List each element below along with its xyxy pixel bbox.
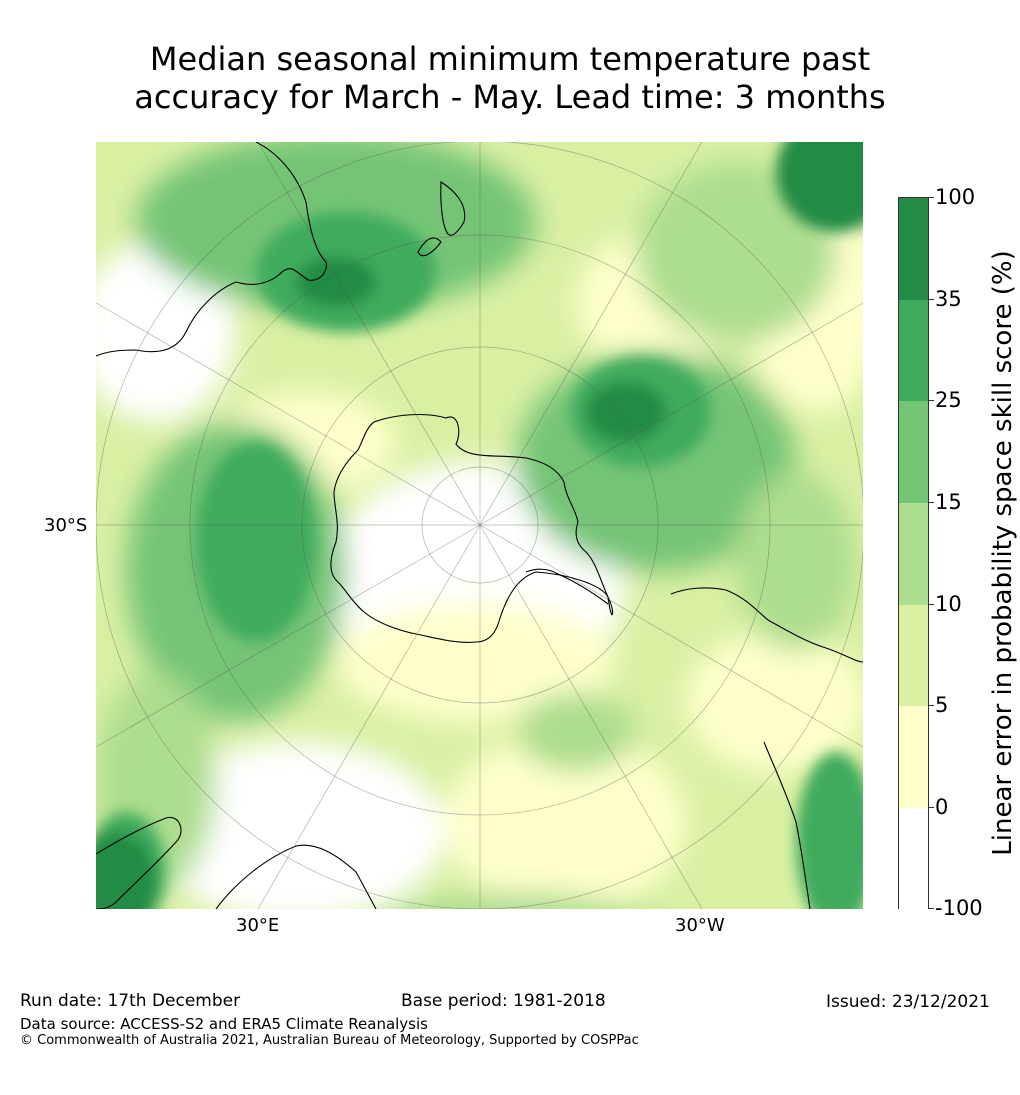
map-svg: [96, 142, 863, 909]
colorbar-tick: [929, 197, 934, 198]
latitude-circle: [189, 234, 771, 816]
meridian: [257, 524, 481, 909]
title-line-1: Median seasonal minimum temperature past: [149, 40, 871, 78]
colorbar-band: [899, 300, 928, 401]
colorbar-tick: [929, 604, 934, 605]
latitude-label-30s: 30°S: [44, 515, 88, 536]
south-america-west-coast: [763, 741, 811, 909]
colorbar-band: [899, 605, 928, 706]
meridian: [96, 302, 481, 526]
graticule: [96, 142, 863, 909]
new-zealand-coast: [417, 181, 466, 257]
patch-moderate: [516, 692, 636, 772]
australia-coast: [96, 142, 327, 357]
patch-highest: [296, 257, 376, 307]
coastlines: [96, 142, 863, 909]
patch-highest: [586, 382, 666, 442]
colorbar-band: [899, 808, 928, 910]
patch-highest: [776, 142, 863, 232]
colorbar-tick-label: 100: [935, 185, 976, 209]
skill-patches-high: [96, 142, 863, 909]
colorbar-tick: [929, 908, 934, 909]
colorbar-band: [899, 198, 928, 300]
meridian: [479, 524, 863, 748]
colorbar-tick-label: 5: [935, 693, 949, 717]
africa-coast: [96, 816, 182, 909]
colorbar-tick-label: 25: [935, 388, 962, 412]
colorbar-tick-label: 10: [935, 592, 962, 616]
colorbar-tick-label: -100: [935, 896, 983, 920]
patch-moderate: [636, 162, 836, 342]
meridian: [479, 524, 703, 909]
colorbar-tick: [929, 502, 934, 503]
patch-low: [146, 742, 446, 909]
patch-low: [686, 632, 863, 772]
patch-low: [446, 732, 686, 909]
patch-high: [196, 442, 316, 642]
issued-date: Issued: 23/12/2021: [826, 992, 990, 1012]
southern-africa-coast: [215, 844, 377, 909]
title-line-2: accuracy for March - May. Lead time: 3 m…: [134, 78, 886, 116]
patch-moderate: [736, 472, 856, 652]
colorbar-tick-label: 15: [935, 490, 962, 514]
copyright-notice: © Commonwealth of Australia 2021, Austra…: [20, 1033, 639, 1048]
patch-moderate: [395, 892, 637, 909]
patch-highest: [96, 832, 156, 909]
chart-title: Median seasonal minimum temperature past…: [0, 40, 1020, 116]
latitude-circle: [421, 466, 539, 584]
colorbar-tick: [929, 400, 934, 401]
antarctic-peninsula: [525, 568, 609, 605]
run-date: Run date: 17th December: [20, 991, 241, 1011]
patch-high: [796, 752, 863, 909]
colorbar-tick: [929, 807, 934, 808]
colorbar-band: [899, 503, 928, 605]
meridian: [479, 142, 703, 526]
colorbar-tick: [929, 299, 934, 300]
base-period: Base period: 1981-2018: [401, 991, 606, 1011]
latitude-circle: [301, 346, 659, 704]
meridian: [96, 524, 481, 748]
antarctica-coast: [330, 414, 614, 643]
colorbar-tick: [929, 705, 934, 706]
south-america-coast: [670, 587, 863, 663]
polar-skill-map: [96, 142, 863, 909]
colorbar-band: [899, 706, 928, 808]
colorbar-tick-label: 35: [935, 287, 962, 311]
meridian: [479, 302, 863, 526]
colorbar-title: Linear error in probability space skill …: [988, 250, 1018, 856]
longitude-label-30e: 30°E: [236, 915, 280, 936]
data-source: Data source: ACCESS-S2 and ERA5 Climate …: [20, 1015, 428, 1033]
colorbar: [898, 197, 929, 910]
colorbar-tick-label: 0: [935, 795, 949, 819]
meridian: [257, 142, 481, 526]
longitude-label-30w: 30°W: [675, 915, 725, 936]
colorbar-band: [899, 401, 928, 503]
